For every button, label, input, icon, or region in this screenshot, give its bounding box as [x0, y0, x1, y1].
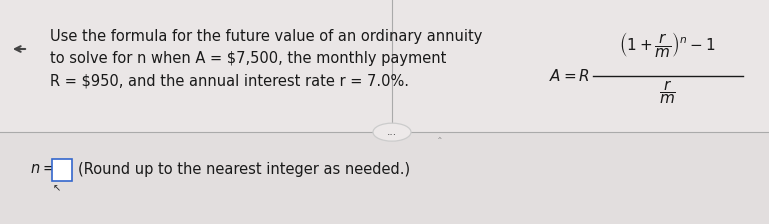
Text: (Round up to the nearest integer as needed.): (Round up to the nearest integer as need…: [78, 162, 410, 177]
Text: ...: ...: [387, 127, 397, 137]
Text: $\dfrac{r}{m}$: $\dfrac{r}{m}$: [658, 78, 675, 106]
Bar: [0, 0, 769, 132]
Ellipse shape: [373, 123, 411, 141]
Text: $n=$: $n=$: [30, 162, 55, 176]
Bar: [0, 132, 769, 224]
FancyBboxPatch shape: [52, 159, 72, 181]
Text: R = $950, and the annual interest rate r = 7.0%.: R = $950, and the annual interest rate r…: [50, 73, 409, 88]
Text: ↖: ↖: [53, 183, 61, 193]
Text: $A=R$: $A=R$: [549, 68, 590, 84]
Text: ‸: ‸: [438, 129, 442, 139]
Text: to solve for n when A = $7,500, the monthly payment: to solve for n when A = $7,500, the mont…: [50, 51, 446, 66]
Text: $\left(1+\dfrac{r}{m}\right)^{n}-1$: $\left(1+\dfrac{r}{m}\right)^{n}-1$: [619, 30, 715, 59]
Text: Use the formula for the future value of an ordinary annuity: Use the formula for the future value of …: [50, 29, 482, 44]
